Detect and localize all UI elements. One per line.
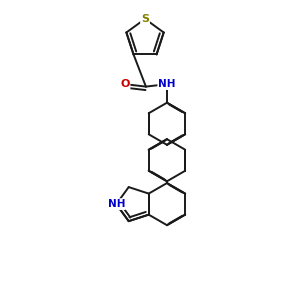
Text: O: O (120, 79, 130, 89)
Text: NH: NH (108, 199, 125, 209)
Text: S: S (141, 14, 149, 24)
Text: NH: NH (158, 79, 176, 89)
